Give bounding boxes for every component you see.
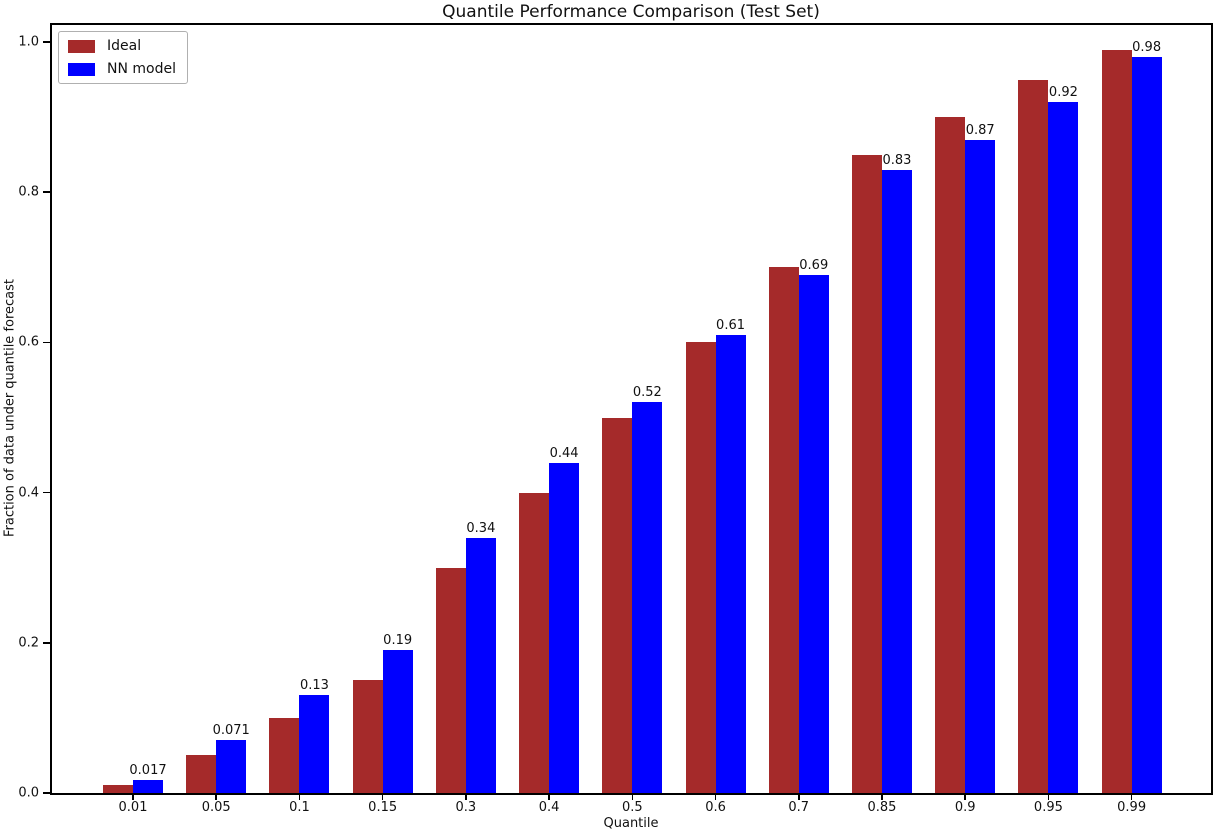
x-tick-mark: [548, 795, 550, 800]
bar-ideal: [186, 755, 217, 793]
y-tick-label: 0.4: [18, 485, 39, 501]
x-tick-label: 0.99: [1117, 800, 1147, 815]
y-tick-label: 1.0: [18, 34, 39, 50]
axis-spine-top: [50, 23, 1213, 25]
x-tick-mark: [714, 795, 717, 800]
legend-swatch: [68, 62, 95, 76]
bar-nn-model: [133, 780, 163, 793]
x-tick-mark: [465, 795, 467, 800]
y-tick-mark: [43, 341, 50, 344]
x-tick-label: 0.9: [954, 800, 976, 815]
y-tick-mark: [43, 792, 50, 794]
x-tick-label: 0.01: [118, 800, 148, 815]
bar-ideal: [269, 717, 300, 793]
bar-nn-model: [881, 169, 912, 793]
bar-ideal: [352, 680, 383, 793]
bar-value-label: 0.52: [632, 385, 662, 401]
bar-nn-model: [216, 739, 247, 793]
y-axis-label: Fraction of data under quantile forecast: [2, 278, 18, 538]
x-tick-mark: [132, 795, 134, 800]
y-tick-label: 0.8: [18, 184, 39, 200]
x-tick-mark: [1047, 795, 1050, 800]
legend-label: Ideal: [107, 38, 142, 54]
y-tick-mark: [43, 642, 50, 644]
bar-nn-model: [1131, 57, 1162, 793]
bar-ideal: [1101, 49, 1132, 793]
y-tick-label: 0.2: [18, 635, 39, 651]
bar-ideal: [768, 267, 799, 793]
bar-ideal: [851, 154, 882, 793]
x-tick-label: 0.05: [201, 800, 231, 815]
axis-spine-left: [50, 23, 52, 795]
legend-label: NN model: [107, 61, 176, 77]
x-tick-label: 0.7: [788, 800, 810, 815]
y-tick-label: 0.6: [18, 334, 39, 350]
bar-value-label: 0.13: [299, 678, 329, 694]
y-tick-mark: [43, 491, 50, 494]
x-tick-label: 0.95: [1033, 800, 1063, 815]
bar-nn-model: [382, 650, 413, 793]
x-tick-label: 0.85: [867, 800, 897, 815]
bar-ideal: [519, 492, 550, 793]
legend: Ideal NN model: [58, 31, 188, 84]
x-tick-mark: [631, 795, 634, 800]
bar-value-label: 0.87: [965, 122, 995, 138]
bar-value-label: 0.071: [212, 722, 250, 738]
bar-nn-model: [1048, 102, 1079, 793]
x-tick-mark: [1130, 795, 1133, 800]
x-tick-mark: [881, 795, 883, 800]
bar-value-label: 0.98: [1132, 40, 1162, 56]
bar-value-label: 0.34: [466, 520, 496, 536]
legend-swatch: [68, 39, 95, 53]
bar-nn-model: [632, 402, 663, 793]
x-axis-label: Quantile: [603, 816, 659, 831]
bar-value-label: 0.83: [882, 152, 912, 168]
x-tick-label: 0.3: [455, 800, 477, 815]
bar-value-label: 0.92: [1048, 85, 1078, 101]
x-tick-mark: [381, 795, 384, 800]
x-tick-mark: [215, 795, 217, 800]
bar-value-label: 0.69: [799, 257, 829, 273]
bar-nn-model: [465, 537, 496, 793]
chart-title: Quantile Performance Comparison (Test Se…: [442, 2, 820, 22]
x-tick-mark: [964, 795, 966, 800]
x-tick-label: 0.4: [538, 800, 560, 815]
bar-ideal: [602, 417, 633, 793]
legend-item-nn-model: NN model: [68, 61, 176, 77]
legend-item-ideal: Ideal: [68, 38, 176, 54]
bar-value-label: 0.19: [383, 633, 413, 649]
bar-value-label: 0.61: [716, 317, 746, 333]
bar-value-label: 0.44: [549, 445, 579, 461]
bar-ideal: [103, 785, 133, 793]
axis-spine-bottom: [50, 793, 1213, 795]
bar-ideal: [435, 567, 466, 793]
bar-ideal: [685, 342, 716, 793]
x-tick-label: 0.15: [368, 800, 398, 815]
y-tick-mark: [43, 191, 50, 193]
bar-nn-model: [299, 695, 330, 793]
x-tick-label: 0.6: [705, 800, 726, 815]
bar-nn-model: [715, 334, 746, 793]
x-tick-label: 0.5: [621, 800, 643, 815]
bar-ideal: [1018, 79, 1049, 793]
bar-nn-model: [549, 462, 580, 793]
bar-nn-model: [798, 274, 829, 793]
y-tick-label: 0.0: [18, 785, 39, 801]
x-tick-label: 0.1: [289, 800, 310, 815]
x-tick-mark: [298, 795, 301, 800]
axis-spine-right: [1211, 23, 1213, 795]
bar-nn-model: [965, 139, 996, 793]
bar-ideal: [935, 117, 966, 793]
y-tick-mark: [43, 41, 50, 43]
bar-value-label: 0.017: [129, 763, 167, 779]
x-tick-mark: [798, 795, 800, 800]
